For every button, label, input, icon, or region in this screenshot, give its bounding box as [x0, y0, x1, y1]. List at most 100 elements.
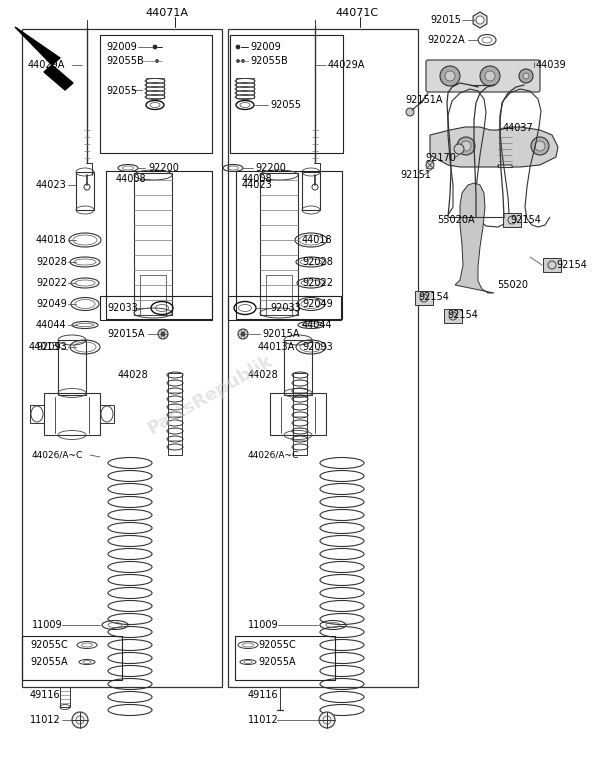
Bar: [270, 393, 326, 435]
Bar: [236, 171, 342, 319]
Text: 92015A: 92015A: [107, 329, 145, 339]
Text: 11009: 11009: [248, 620, 278, 630]
Bar: [134, 173, 172, 315]
Text: 44044: 44044: [36, 320, 67, 330]
Circle shape: [236, 45, 240, 49]
Text: 44008: 44008: [116, 174, 146, 184]
Text: 11009: 11009: [32, 620, 62, 630]
Circle shape: [72, 712, 88, 728]
Bar: [228, 29, 418, 687]
Text: 92154: 92154: [510, 215, 541, 225]
Text: 92093: 92093: [36, 342, 67, 352]
Circle shape: [480, 66, 500, 86]
Bar: [100, 296, 212, 320]
Bar: [260, 173, 298, 315]
Text: 92022: 92022: [302, 278, 333, 288]
Bar: [293, 373, 307, 455]
Text: 92055B: 92055B: [106, 56, 144, 66]
Circle shape: [531, 137, 549, 155]
Bar: [415, 291, 433, 305]
Text: 92009: 92009: [250, 42, 281, 52]
Text: 92055C: 92055C: [30, 640, 68, 650]
Text: 44018: 44018: [302, 235, 332, 245]
Text: 44028: 44028: [118, 370, 149, 380]
Circle shape: [457, 137, 475, 155]
Circle shape: [535, 141, 545, 151]
Text: 92200: 92200: [255, 163, 286, 173]
Text: 92055C: 92055C: [258, 640, 296, 650]
Text: 92028: 92028: [302, 257, 333, 267]
Bar: [106, 171, 212, 319]
Circle shape: [153, 45, 157, 49]
Bar: [146, 78, 164, 98]
Circle shape: [236, 60, 239, 63]
Text: 92055: 92055: [270, 100, 301, 110]
Circle shape: [461, 141, 471, 151]
Bar: [230, 35, 343, 153]
Circle shape: [426, 161, 434, 169]
Circle shape: [476, 16, 484, 24]
Text: 92049: 92049: [302, 299, 333, 309]
Bar: [498, 131, 512, 167]
Circle shape: [319, 712, 335, 728]
Text: 92055A: 92055A: [258, 657, 296, 667]
Text: 11012: 11012: [248, 715, 279, 725]
Text: 44037: 44037: [503, 123, 534, 133]
Bar: [30, 405, 44, 423]
Text: 92049: 92049: [36, 299, 67, 309]
Bar: [266, 275, 292, 315]
Bar: [503, 213, 521, 227]
Text: 92022A: 92022A: [427, 35, 464, 45]
Text: 49116: 49116: [30, 690, 61, 700]
Circle shape: [440, 66, 460, 86]
Bar: [302, 172, 320, 210]
Text: 44026/A~C: 44026/A~C: [32, 450, 83, 460]
Circle shape: [523, 73, 529, 79]
Polygon shape: [473, 12, 487, 28]
Bar: [100, 35, 212, 153]
Bar: [543, 258, 561, 272]
Bar: [44, 393, 100, 435]
Text: 44071C: 44071C: [335, 8, 378, 18]
Text: 92033: 92033: [270, 303, 301, 313]
Bar: [168, 373, 182, 455]
Bar: [140, 275, 166, 315]
Text: 92015: 92015: [430, 15, 461, 25]
Text: 44013A: 44013A: [258, 342, 295, 352]
Bar: [228, 296, 341, 320]
Text: 44071A: 44071A: [145, 8, 188, 18]
Bar: [444, 309, 462, 323]
Circle shape: [158, 329, 168, 339]
Text: 44029A: 44029A: [28, 60, 65, 70]
Text: 92055B: 92055B: [250, 56, 288, 66]
Circle shape: [445, 71, 455, 81]
Text: PartsRepublik: PartsRepublik: [144, 352, 276, 438]
Text: 92033: 92033: [107, 303, 138, 313]
Circle shape: [161, 332, 165, 336]
Text: 92154: 92154: [447, 310, 478, 320]
Text: 44028: 44028: [248, 370, 279, 380]
Text: 44023: 44023: [242, 180, 273, 190]
Text: 44023: 44023: [36, 180, 67, 190]
Circle shape: [241, 332, 245, 336]
Bar: [22, 636, 122, 680]
Text: 92055A: 92055A: [30, 657, 68, 667]
Circle shape: [519, 69, 533, 83]
Text: 92055: 92055: [106, 86, 137, 96]
Text: 92170: 92170: [425, 153, 456, 163]
Text: 92022: 92022: [36, 278, 67, 288]
Circle shape: [454, 144, 464, 154]
Text: 55020A: 55020A: [437, 215, 475, 225]
Text: 44044: 44044: [302, 320, 332, 330]
Text: 44013: 44013: [29, 342, 59, 352]
Text: 92154: 92154: [418, 292, 449, 302]
Text: 92093: 92093: [302, 342, 333, 352]
Text: 92151: 92151: [400, 170, 431, 180]
Circle shape: [238, 329, 248, 339]
Text: 55020: 55020: [497, 280, 528, 290]
Bar: [22, 29, 222, 687]
Text: 92015A: 92015A: [262, 329, 299, 339]
Text: 44018: 44018: [36, 235, 67, 245]
Circle shape: [406, 108, 414, 116]
Bar: [236, 78, 254, 98]
